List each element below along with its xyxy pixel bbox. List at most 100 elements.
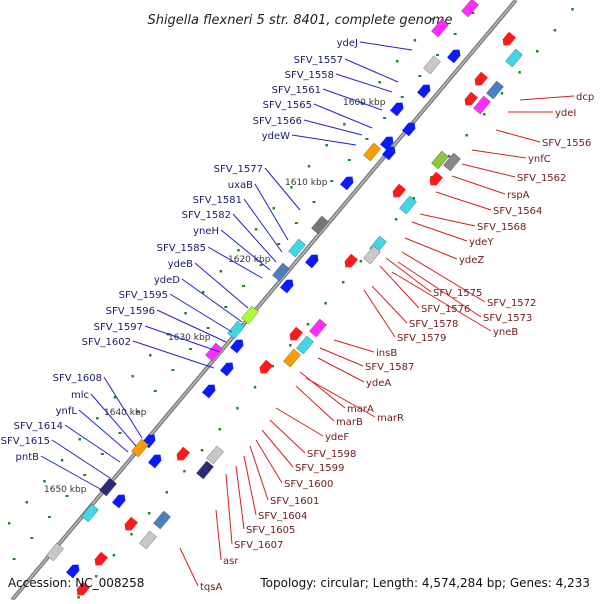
tick-mark [183, 470, 186, 473]
tick-mark [96, 417, 99, 420]
reverse-label-leader [495, 129, 541, 143]
tick-mark [224, 306, 228, 308]
reverse-label-leader [519, 95, 575, 101]
scale-tick-label: 1610 kbp [285, 178, 328, 188]
forward-gene [112, 494, 126, 509]
tick-mark [365, 138, 369, 140]
reverse-label-leader [249, 445, 269, 501]
forward-gene-label: SFV_1614 [14, 421, 63, 432]
reverse-gene [76, 581, 90, 596]
tick-mark [60, 459, 64, 462]
tick-mark [324, 302, 327, 305]
reverse-gene-label: ydeA [366, 378, 391, 389]
forward-gene-label: ynfL [56, 406, 78, 417]
forward-gene-label: SFV_1615 [1, 436, 50, 447]
tick-mark [271, 365, 274, 368]
reverse-label-leader [179, 547, 199, 587]
reverse-gene [461, 0, 479, 18]
reverse-gene [473, 95, 491, 115]
reverse-gene-label: ynfC [528, 154, 551, 165]
reverse-label-leader [225, 473, 233, 545]
reverse-gene-label: SFV_1556 [542, 138, 591, 149]
reverse-gene [474, 71, 488, 86]
tick-mark [149, 354, 152, 357]
forward-gene-label: ydeW [262, 131, 290, 142]
tick-mark [171, 369, 175, 371]
tick-mark [113, 396, 117, 399]
reverse-gene [363, 245, 381, 265]
reverse-gene-label: SFV_1600 [284, 479, 333, 490]
tick-mark [112, 554, 116, 557]
forward-gene [363, 142, 381, 162]
tick-mark [12, 558, 16, 560]
tick-mark [254, 228, 258, 231]
tick-mark [7, 522, 11, 525]
tick-mark [483, 113, 486, 116]
forward-label-leader [254, 183, 289, 241]
reverse-label-leader [305, 377, 376, 418]
reverse-gene [283, 348, 301, 368]
forward-gene [431, 18, 449, 38]
forward-label-leader [291, 134, 357, 146]
reverse-label-leader [333, 339, 375, 353]
reverse-gene-label: tqsA [200, 582, 222, 593]
reverse-gene [296, 335, 314, 355]
forward-gene [447, 49, 461, 64]
tick-mark [118, 432, 122, 434]
tick-mark [400, 96, 404, 98]
tick-mark [431, 18, 434, 21]
reverse-gene [486, 80, 504, 100]
forward-gene [148, 454, 162, 469]
reverse-label-leader [391, 271, 492, 332]
reverse-gene-label: SFV_1601 [270, 496, 319, 507]
reverse-gene [344, 253, 358, 268]
reverse-gene [392, 183, 406, 198]
tick-mark [453, 33, 457, 35]
reverse-gene-label: SFV_1568 [477, 222, 526, 233]
forward-gene-label: SFV_1608 [53, 373, 102, 384]
tick-mark [347, 159, 351, 161]
forward-label-leader [181, 278, 243, 323]
forward-gene-label: SFV_1566 [253, 116, 302, 127]
tick-mark [253, 386, 257, 389]
tick-mark [312, 201, 316, 203]
reverse-label-leader [397, 261, 482, 318]
forward-gene-label: ydeJ [337, 38, 358, 49]
tick-mark [518, 71, 521, 74]
forward-label-leader [156, 309, 227, 343]
reverse-label-leader [319, 347, 364, 367]
forward-gene-label: SFV_1581 [193, 195, 242, 206]
tick-mark [465, 134, 468, 137]
tick-mark [83, 474, 87, 476]
tick-mark [341, 281, 345, 284]
tick-mark [100, 453, 104, 455]
reverse-gene-label: SFV_1604 [258, 511, 307, 522]
reverse-gene [399, 195, 417, 215]
reverse-gene [289, 326, 303, 341]
tick-mark [536, 50, 539, 53]
tick-mark [307, 165, 311, 168]
forward-label-leader [194, 262, 249, 309]
tick-mark [241, 285, 245, 287]
forward-gene [99, 477, 117, 497]
tick-mark [147, 512, 151, 515]
gene-features [46, 0, 523, 596]
tick-mark [413, 39, 417, 42]
reverse-label-leader [371, 285, 408, 324]
tick-mark [43, 480, 46, 483]
reverse-gene [502, 31, 516, 46]
tick-mark [136, 411, 140, 413]
reverse-label-leader [235, 465, 245, 530]
forward-gene-label: SFV_1561 [272, 85, 321, 96]
tick-mark [383, 117, 387, 119]
forward-gene-label: SFV_1602 [82, 337, 131, 348]
reverse-gene [139, 530, 157, 550]
tick-mark [95, 575, 98, 578]
reverse-gene [431, 150, 449, 170]
forward-label-leader [303, 119, 363, 136]
tick-mark [394, 218, 398, 221]
tick-mark [447, 155, 451, 158]
reverse-label-leader [451, 175, 506, 195]
tick-mark [471, 12, 475, 14]
